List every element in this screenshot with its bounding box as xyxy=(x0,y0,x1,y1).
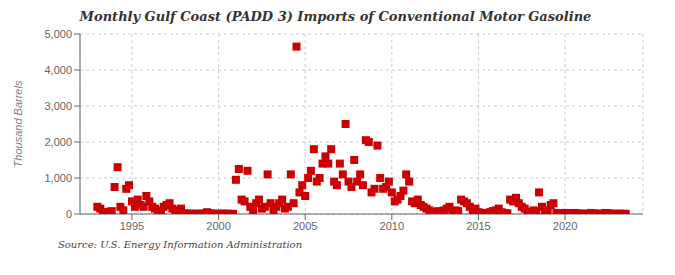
svg-text:1995: 1995 xyxy=(120,220,144,232)
svg-text:2005: 2005 xyxy=(293,220,317,232)
svg-text:2,000: 2,000 xyxy=(44,136,72,148)
svg-text:4,000: 4,000 xyxy=(44,64,72,76)
svg-text:3,000: 3,000 xyxy=(44,100,72,112)
html-text:Monthly Gulf Coast (PADD 3) Im: Monthly Gulf Coast (PADD 3) Imports of C… xyxy=(79,9,592,24)
svg-text:2020: 2020 xyxy=(553,220,577,232)
svg-text:0: 0 xyxy=(66,208,72,220)
svg-text:2015: 2015 xyxy=(466,220,490,232)
svg-text:2000: 2000 xyxy=(206,220,230,232)
svg-text:1,000: 1,000 xyxy=(44,172,72,184)
svg-text:2010: 2010 xyxy=(380,220,404,232)
svg-text:Thousand Barrels: Thousand Barrels xyxy=(12,80,24,167)
svg-text:5,000: 5,000 xyxy=(44,28,72,40)
html-text:Source: U.S. Energy Informatio: Source: U.S. Energy Information Administ… xyxy=(58,239,303,250)
